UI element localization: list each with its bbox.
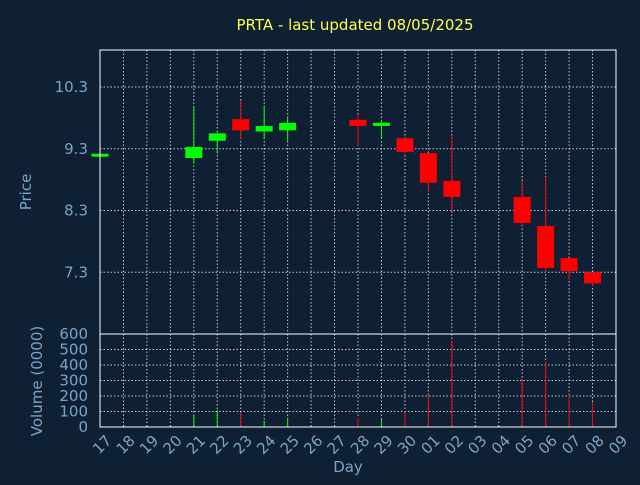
price-grid: [99, 50, 617, 334]
x-tick-label: 04: [488, 432, 514, 458]
x-tick-label: 28: [347, 432, 373, 458]
candle-body: [208, 133, 226, 141]
x-tick-label: 17: [89, 432, 115, 458]
candle-body: [396, 138, 414, 152]
volume-series: [193, 340, 594, 427]
price-tick-label: 8.3: [64, 202, 88, 220]
x-tick-label: 05: [511, 432, 537, 458]
candle-body: [279, 122, 297, 131]
volume-tick-label: 300: [59, 372, 88, 390]
x-tick-label: 21: [183, 432, 209, 458]
candle-body: [232, 119, 250, 131]
x-tick-label: 18: [113, 432, 139, 458]
x-tick-label: 06: [535, 432, 561, 458]
x-tick-label: 22: [206, 432, 232, 458]
candle-body: [372, 122, 390, 126]
candle-body: [560, 258, 578, 272]
candle-body: [537, 225, 555, 268]
candle-body: [584, 272, 602, 284]
candle-body: [349, 119, 367, 126]
x-tick-label: 03: [464, 432, 490, 458]
candle-body: [419, 153, 437, 183]
volume-tick-label: 0: [78, 418, 88, 436]
x-tick-label: 24: [253, 432, 279, 458]
x-tick-label: 30: [394, 432, 420, 458]
candlestick-series: [91, 100, 602, 286]
x-tick-label: 08: [582, 432, 608, 458]
candle-body: [255, 125, 273, 132]
price-tick-label: 9.3: [64, 140, 88, 158]
volume-tick-label: 600: [59, 325, 88, 343]
price-tick-label: 10.3: [55, 78, 88, 96]
x-tick-label: 09: [605, 432, 631, 458]
chart-title: PRTA - last updated 08/05/2025: [236, 16, 473, 34]
x-tick-labels: 1718192021222324252627282930010203040506…: [89, 432, 631, 458]
x-axis-label: Day: [333, 458, 363, 476]
price-axis-label: Price: [17, 174, 35, 211]
volume-tick-label: 500: [59, 341, 88, 359]
x-tick-label: 20: [159, 432, 185, 458]
x-tick-label: 27: [324, 432, 350, 458]
volume-tick-label: 400: [59, 356, 88, 374]
x-tick-label: 01: [417, 432, 443, 458]
candle-body: [443, 180, 461, 197]
candle-body: [185, 146, 203, 159]
x-tick-label: 29: [371, 432, 397, 458]
volume-tick-label: 200: [59, 387, 88, 405]
x-tick-label: 19: [136, 432, 162, 458]
x-tick-label: 07: [558, 432, 584, 458]
x-tick-label: 23: [230, 432, 256, 458]
price-tick-labels: 10.3 9.3 8.3 7.3: [55, 78, 88, 281]
candle-body: [513, 196, 531, 223]
x-tick-label: 26: [300, 432, 326, 458]
x-tick-label: 25: [277, 432, 303, 458]
x-tick-label: 02: [441, 432, 467, 458]
volume-tick-label: 100: [59, 403, 88, 421]
volume-axis-label: Volume (0000): [28, 326, 46, 436]
panel-frames: [99, 49, 617, 428]
volume-panel-frame: [99, 333, 617, 428]
price-tick-label: 7.3: [64, 263, 88, 281]
volume-grid: [99, 334, 617, 427]
